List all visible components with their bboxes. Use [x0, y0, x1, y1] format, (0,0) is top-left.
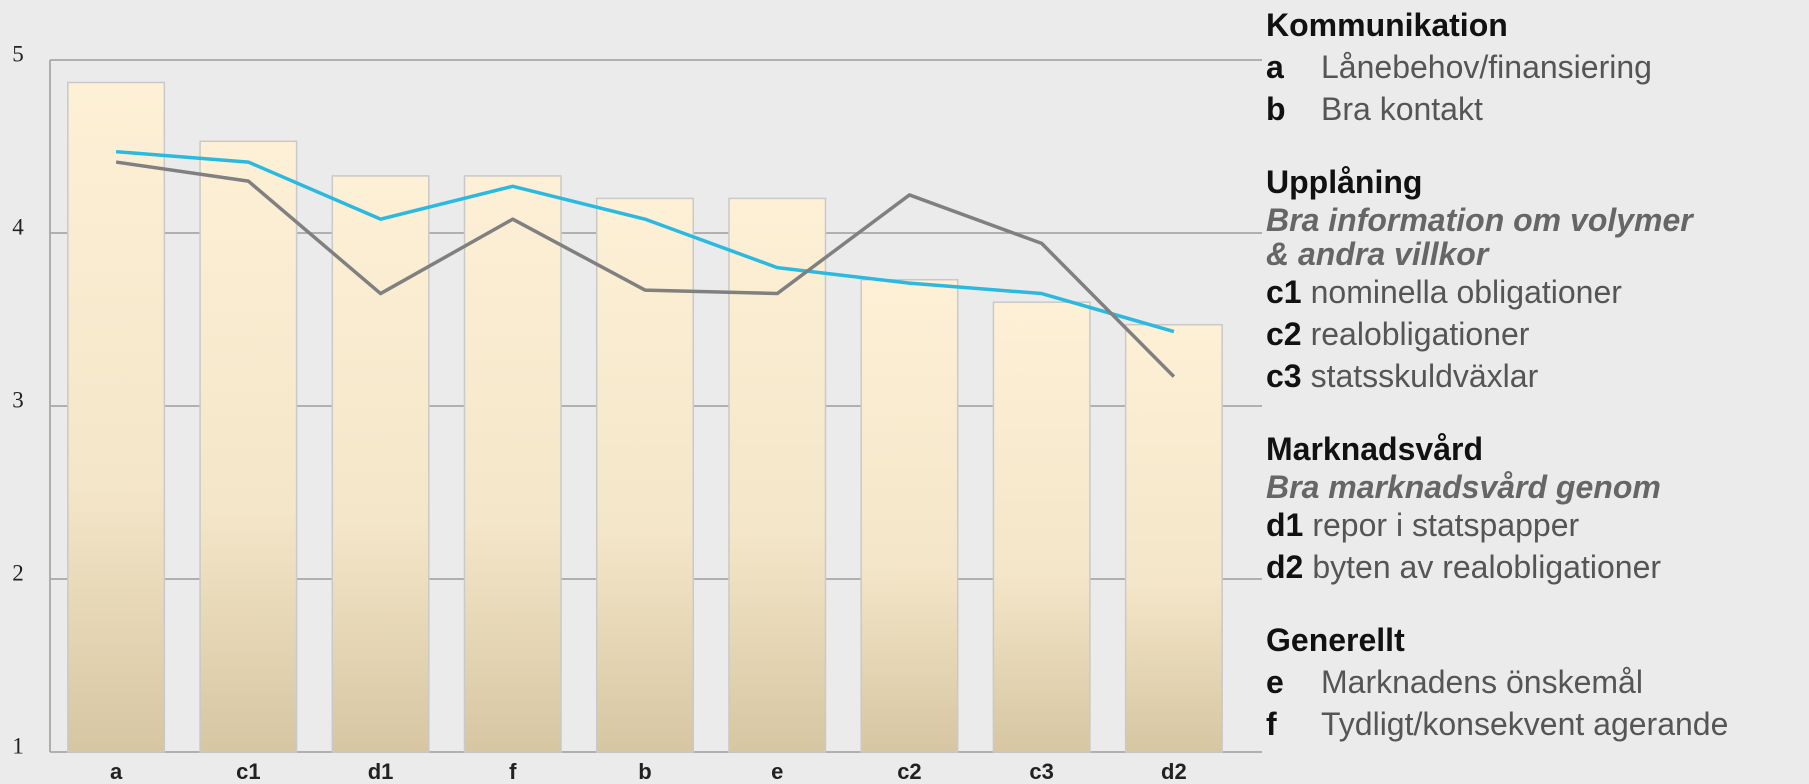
key-text: Marknadens önskemål	[1321, 664, 1643, 700]
key-item: f Tydligt/konsekvent agerande	[1266, 703, 1806, 745]
key-heading: Generellt	[1266, 622, 1405, 658]
key-subheading: & andra villkor	[1266, 236, 1489, 272]
key-item: c1 nominella obligationer	[1266, 271, 1806, 313]
x-tick-label: c1	[236, 759, 260, 784]
key-item: c2 realobligationer	[1266, 313, 1806, 355]
key-code: d2	[1266, 549, 1304, 585]
category-key: Kommunikation a Lånebehov/finansiering b Bra…	[1266, 4, 1806, 745]
bar	[860, 278, 959, 753]
key-section: Upplåning Bra information om volymer & and…	[1266, 161, 1806, 397]
bar	[463, 175, 562, 753]
bar	[728, 197, 827, 753]
key-heading: Kommunikation	[1266, 7, 1508, 43]
line	[115, 160, 1176, 378]
x-tick-label: d1	[368, 759, 394, 784]
key-text: nominella obligationer	[1310, 274, 1622, 310]
x-tick-label: d2	[1161, 759, 1187, 784]
key-text: Tydligt/konsekvent agerande	[1321, 706, 1729, 742]
key-subheading: Bra information om volymer	[1266, 202, 1693, 238]
key-section: Marknadsvård Bra marknadsvård genom d1 repo…	[1266, 428, 1806, 588]
y-tick-label: 1	[12, 733, 24, 758]
key-item: d2 byten av realobligationer	[1266, 546, 1806, 588]
key-code: a	[1266, 49, 1284, 85]
bar	[1124, 323, 1223, 753]
x-tick-label: c2	[897, 759, 921, 784]
key-code: c3	[1266, 358, 1302, 394]
key-text: repor i statspapper	[1312, 507, 1580, 543]
key-subheading: Bra marknadsvård genom	[1266, 469, 1661, 505]
bar	[992, 301, 1091, 753]
key-text: statsskuldväxlar	[1310, 358, 1539, 394]
key-code: e	[1266, 664, 1284, 700]
bar	[331, 175, 430, 753]
key-text: Lånebehov/finansiering	[1321, 49, 1652, 85]
bar	[199, 140, 298, 753]
key-heading: Marknadsvård	[1266, 431, 1483, 467]
key-heading: Upplåning	[1266, 164, 1423, 200]
key-item: c3 statsskuldväxlar	[1266, 355, 1806, 397]
bar	[67, 81, 166, 753]
key-code: b	[1266, 91, 1286, 127]
key-item: d1 repor i statspapper	[1266, 504, 1806, 546]
x-tick-label: c3	[1029, 759, 1053, 784]
key-code: d1	[1266, 507, 1304, 543]
key-item: b Bra kontakt	[1266, 88, 1806, 130]
key-section: Generellt e Marknadens önskemål f Tydligt/ko…	[1266, 619, 1806, 745]
y-tick-label: 4	[12, 214, 24, 239]
line	[115, 149, 1175, 334]
key-text: realobligationer	[1310, 316, 1530, 352]
x-tick-label: b	[638, 759, 651, 784]
key-item: e Marknadens önskemål	[1266, 661, 1806, 703]
key-text: byten av realobligationer	[1312, 549, 1662, 585]
key-item: a Lånebehov/finansiering	[1266, 46, 1806, 88]
y-tick-label: 2	[12, 560, 24, 585]
x-tick-label: f	[509, 759, 517, 784]
x-tick-label: a	[110, 759, 123, 784]
key-code: c1	[1266, 274, 1302, 310]
y-tick-label: 3	[12, 387, 24, 412]
y-tick-label: 5	[12, 41, 24, 66]
key-code: f	[1266, 706, 1277, 742]
key-text: Bra kontakt	[1321, 91, 1483, 127]
bar	[595, 197, 695, 753]
key-code: c2	[1266, 316, 1302, 352]
x-tick-label: e	[771, 759, 783, 784]
key-section: Kommunikation a Lånebehov/finansiering b Bra…	[1266, 4, 1806, 130]
